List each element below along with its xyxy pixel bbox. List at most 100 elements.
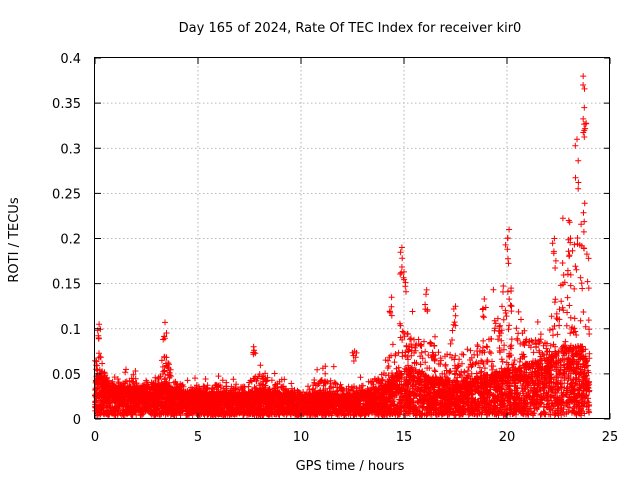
data-point <box>96 350 102 357</box>
data-point <box>219 377 226 384</box>
data-point <box>567 314 574 321</box>
data-point <box>271 370 278 377</box>
data-point <box>581 200 588 207</box>
data-point <box>563 322 570 329</box>
data-point <box>556 322 563 329</box>
data-point <box>473 370 480 377</box>
data-point <box>558 298 565 305</box>
data-point <box>556 306 563 313</box>
data-point <box>432 368 439 375</box>
data-point <box>564 267 571 274</box>
data-point <box>559 215 566 222</box>
data-point <box>158 357 165 364</box>
data-point <box>508 336 515 343</box>
data-point <box>580 309 587 315</box>
data-point <box>459 351 465 358</box>
data-point <box>585 255 592 262</box>
data-point <box>467 347 474 354</box>
data-point <box>449 337 455 343</box>
data-point <box>122 369 129 376</box>
data-point <box>474 343 481 350</box>
data-point <box>114 376 121 382</box>
data-point <box>202 376 209 382</box>
data-point <box>546 327 553 333</box>
data-point <box>319 365 326 372</box>
data-point <box>509 364 516 371</box>
data-point <box>553 374 560 381</box>
data-point <box>514 337 521 344</box>
data-point <box>449 327 456 334</box>
data-point <box>365 378 372 385</box>
data-point <box>288 380 295 387</box>
data-point <box>577 274 584 281</box>
data-point <box>405 362 411 369</box>
data-point <box>494 315 501 322</box>
data-point <box>422 359 429 366</box>
data-point <box>549 326 556 333</box>
data-point <box>504 288 511 295</box>
data-point <box>537 331 544 338</box>
data-point <box>421 338 427 345</box>
data-point <box>579 285 586 292</box>
data-point <box>452 352 459 359</box>
data-point <box>447 340 454 347</box>
data-point <box>332 380 339 387</box>
data-point <box>553 310 560 317</box>
data-point <box>548 313 555 320</box>
data-point <box>540 352 547 358</box>
data-point <box>571 285 578 292</box>
data-point <box>529 339 536 345</box>
data-point <box>391 359 398 366</box>
data-point <box>572 263 579 270</box>
data-point <box>230 376 237 383</box>
data-point <box>562 338 569 345</box>
data-point <box>357 374 364 381</box>
data-point <box>578 280 585 287</box>
data-point <box>555 356 562 363</box>
data-point <box>422 348 429 355</box>
data-point <box>568 326 575 332</box>
data-point <box>389 341 396 348</box>
data-point <box>554 331 561 338</box>
data-point <box>447 368 454 375</box>
data-point <box>584 278 591 285</box>
data-point <box>490 286 497 293</box>
data-point <box>92 357 99 364</box>
data-point <box>567 282 574 289</box>
data-point <box>586 350 593 357</box>
data-point <box>500 283 507 289</box>
data-points <box>92 73 593 419</box>
data-point <box>484 344 491 351</box>
data-point <box>397 322 404 329</box>
data-point <box>577 317 584 324</box>
data-point <box>408 352 415 359</box>
data-point <box>499 303 505 310</box>
data-point <box>550 332 556 339</box>
data-point <box>506 322 513 329</box>
data-point <box>483 343 490 350</box>
data-point <box>500 316 507 323</box>
data-point <box>330 363 337 370</box>
data-point <box>471 351 478 358</box>
data-point <box>184 377 191 384</box>
data-point <box>511 357 518 364</box>
data-point <box>571 241 578 248</box>
data-point <box>580 228 587 235</box>
chart-title: Day 165 of 2024, Rate Of TEC Index for r… <box>179 21 522 36</box>
data-point <box>586 409 593 416</box>
data-point <box>432 333 438 340</box>
data-point <box>543 345 550 352</box>
data-point <box>585 317 592 324</box>
data-point <box>500 346 507 353</box>
data-point <box>574 235 581 241</box>
data-point <box>560 272 567 278</box>
data-point <box>480 337 487 344</box>
data-point <box>518 316 524 323</box>
data-point <box>322 370 329 377</box>
data-point <box>505 326 512 333</box>
data-point <box>502 241 509 248</box>
data-point <box>567 271 574 278</box>
data-point <box>514 335 521 342</box>
data-point <box>516 358 523 365</box>
